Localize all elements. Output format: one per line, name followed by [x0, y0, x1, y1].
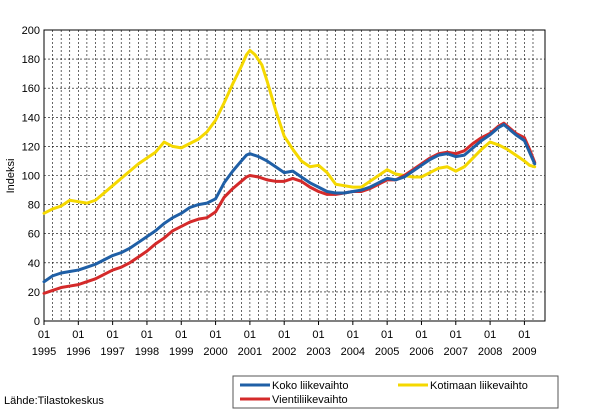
legend-label-koko: Koko liikevaihto	[272, 380, 348, 392]
legend-label-kotimaan: Kotimaan liikevaihto	[430, 380, 528, 392]
x-tick-label-month: 01	[72, 329, 84, 341]
x-tick-label-month: 01	[381, 329, 393, 341]
x-tick-label-year: 1995	[32, 346, 56, 358]
x-tick-label-year: 1998	[135, 346, 159, 358]
x-tick-label-year: 2001	[238, 346, 262, 358]
legend-box	[232, 375, 559, 409]
series-line-vientiliikevaihto	[42, 121, 537, 295]
x-tick-label-month: 01	[347, 329, 359, 341]
legend-label-vienti: Vientiliikevaihto	[272, 394, 348, 406]
x-tick-label-year: 1996	[66, 346, 90, 358]
x-tick-label-month: 01	[141, 329, 153, 341]
plot-frame	[43, 29, 546, 322]
x-tick-label-year: 2007	[444, 346, 468, 358]
x-tick-label-year: 2008	[478, 346, 502, 358]
x-tick-label-year: 1997	[100, 346, 124, 358]
x-tick-label-year: 2000	[203, 346, 227, 358]
x-tick-label-year: 2002	[272, 346, 296, 358]
y-tick-label: 80	[28, 200, 40, 212]
x-tick-label-month: 01	[450, 329, 462, 341]
x-tick-label-month: 01	[38, 329, 50, 341]
y-tick-label: 200	[22, 25, 40, 37]
x-axis-ticks: 01 1995 01 1996 01 1997 01 1998 01 1999 01 2000 01 20…	[32, 321, 537, 358]
x-tick-label-month: 01	[518, 329, 530, 341]
legend: Koko liikevaihto Vientiliikevaihto Kotim…	[232, 375, 559, 409]
y-axis-label: Indeksi	[5, 159, 17, 194]
x-tick-label-month: 01	[278, 329, 290, 341]
series-line-koko-liikevaihto	[42, 123, 537, 284]
series-lines	[42, 48, 537, 295]
y-tick-label: 100	[22, 171, 40, 183]
x-tick-label-month: 01	[175, 329, 187, 341]
x-tick-label-month: 01	[312, 329, 324, 341]
x-tick-label-month: 01	[244, 329, 256, 341]
y-tick-label: 40	[28, 258, 40, 270]
y-tick-label: 120	[22, 141, 40, 153]
y-tick-label: 160	[22, 83, 40, 95]
y-tick-label: 140	[22, 112, 40, 124]
x-tick-label-month: 01	[209, 329, 221, 341]
x-tick-label-year: 2009	[512, 346, 536, 358]
y-tick-label: 60	[28, 229, 40, 241]
x-tick-label-year: 2005	[375, 346, 399, 358]
y-tick-label: 0	[34, 316, 40, 328]
x-tick-label-month: 01	[107, 329, 119, 341]
x-tick-label-year: 2003	[306, 346, 330, 358]
series-line-kotimaan-liikevaihto	[42, 48, 537, 215]
y-tick-label: 180	[22, 54, 40, 66]
x-tick-label-year: 1999	[169, 346, 193, 358]
source-label: Lähde:Tilastokeskus	[4, 395, 104, 407]
y-tick-label: 20	[28, 287, 40, 299]
x-tick-label-month: 01	[415, 329, 427, 341]
y-axis-ticks: 0 20 40 60 80 100 120 140 160 180 200	[22, 25, 40, 328]
x-tick-label-year: 2004	[341, 346, 365, 358]
x-tick-label-month: 01	[484, 329, 496, 341]
x-tick-label-year: 2006	[409, 346, 433, 358]
